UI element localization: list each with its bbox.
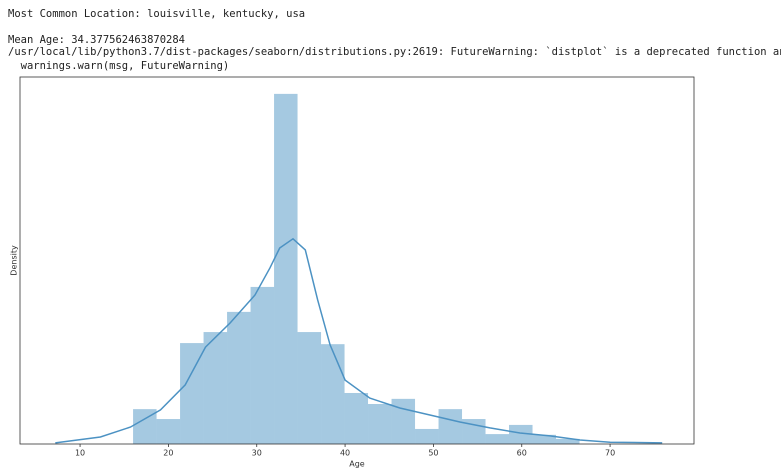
- x-tick-label: 60: [517, 449, 527, 458]
- histogram-bar: [438, 409, 463, 444]
- histogram-bar: [485, 434, 510, 444]
- histogram-bar: [532, 434, 557, 444]
- histogram-bar: [509, 424, 533, 444]
- histogram-bar: [274, 93, 298, 444]
- output-line: /usr/local/lib/python3.7/dist-packages/s…: [8, 46, 781, 58]
- axes-frame: [19, 76, 695, 445]
- x-axis-label: Age: [349, 460, 365, 469]
- y-axis-label: Density: [10, 245, 19, 276]
- histogram-bar: [297, 332, 322, 444]
- output-line: Mean Age: 34.377562463870284: [8, 34, 185, 46]
- output-line: Most Common Location: louisville, kentuc…: [8, 8, 305, 20]
- x-tick-label: 70: [605, 449, 615, 458]
- histogram-bar: [180, 343, 204, 444]
- x-tick-label: 10: [75, 449, 85, 458]
- x-tick-label: 40: [340, 449, 350, 458]
- histogram-bar: [133, 409, 157, 444]
- histogram-bar: [156, 419, 181, 444]
- histogram-bar: [227, 311, 251, 444]
- x-tick-label: 20: [163, 449, 173, 458]
- histogram-bar: [556, 438, 580, 444]
- output-line: warnings.warn(msg, FutureWarning): [8, 60, 229, 72]
- histogram-bar: [368, 403, 392, 444]
- histogram-bar: [344, 392, 369, 444]
- x-tick-label: 50: [428, 449, 438, 458]
- histogram-bar: [203, 332, 228, 444]
- kde-line: [55, 237, 663, 444]
- x-tick-label: 30: [252, 449, 262, 458]
- histogram-bar: [391, 398, 416, 444]
- histogram-bar: [415, 428, 439, 444]
- histogram-bar: [321, 344, 345, 444]
- histogram-bar: [250, 286, 275, 444]
